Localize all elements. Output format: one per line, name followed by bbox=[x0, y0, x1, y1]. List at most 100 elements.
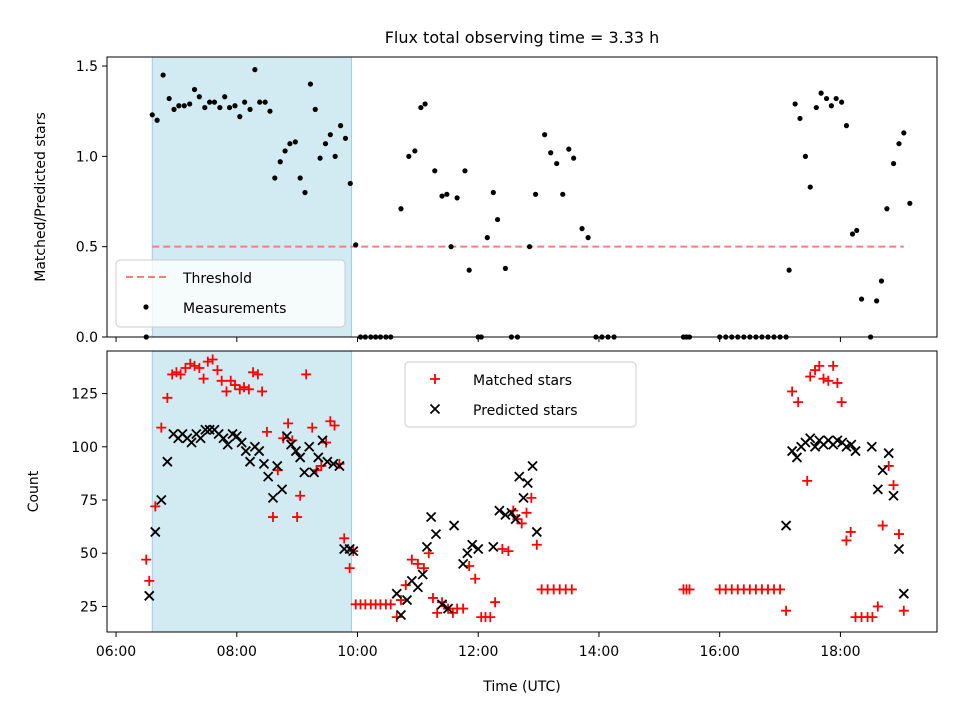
matched-stars-point bbox=[202, 356, 213, 367]
matched-stars-point bbox=[150, 501, 161, 512]
measurement-point bbox=[353, 242, 359, 248]
predicted-stars-point bbox=[231, 431, 242, 442]
measurement-point bbox=[843, 123, 850, 129]
predicted-stars-point bbox=[514, 471, 525, 482]
matched-stars-point bbox=[385, 599, 396, 610]
predicted-stars-point bbox=[805, 433, 816, 444]
predicted-stars-point bbox=[244, 456, 256, 467]
measurement-point bbox=[878, 278, 885, 284]
predicted-stars-point bbox=[488, 541, 499, 552]
y-tick-label: 0.5 bbox=[76, 240, 98, 256]
predicted-stars-point bbox=[156, 494, 167, 506]
measurement-point bbox=[484, 235, 490, 241]
matched-stars-point bbox=[175, 369, 186, 380]
measurement-point bbox=[901, 130, 907, 136]
predicted-stars-point bbox=[348, 545, 359, 557]
measurement-point bbox=[422, 101, 428, 107]
matched-stars-point bbox=[490, 597, 501, 608]
x-tick-label: 12:00 bbox=[458, 644, 498, 660]
predicted-stars-point bbox=[883, 448, 894, 459]
matched-stars-point bbox=[212, 365, 223, 376]
predicted-stars-point bbox=[877, 465, 888, 476]
predicted-stars-point bbox=[285, 439, 297, 450]
measurement-point bbox=[823, 95, 830, 102]
x-tick-label: 18:00 bbox=[820, 644, 860, 660]
predicted-stars-point bbox=[527, 460, 538, 472]
predicted-stars-point bbox=[334, 460, 345, 472]
measurement-point bbox=[217, 104, 223, 111]
matched-stars-point bbox=[497, 543, 508, 554]
predicted-stars-point bbox=[222, 439, 233, 450]
matched-stars-point bbox=[316, 460, 327, 471]
matched-stars-point bbox=[485, 612, 496, 623]
y-tick-label: 1.5 bbox=[76, 59, 98, 75]
series-predicted-stars bbox=[144, 424, 909, 621]
matched-stars-point bbox=[229, 380, 240, 391]
measurement-point bbox=[548, 150, 554, 156]
axes-frame bbox=[106, 350, 938, 633]
measurement-point bbox=[282, 148, 288, 154]
matched-stars-point bbox=[836, 397, 847, 408]
matched-stars-point bbox=[775, 584, 786, 595]
legend: Threshold Measurements bbox=[115, 259, 346, 328]
series-measurements bbox=[143, 67, 913, 340]
predicted-stars-point bbox=[500, 509, 511, 521]
predicted-stars-point bbox=[322, 456, 333, 467]
predicted-stars-point bbox=[272, 460, 283, 472]
predicted-stars-point bbox=[531, 526, 542, 538]
measurement-point bbox=[797, 115, 803, 122]
matched-stars-point bbox=[877, 520, 888, 531]
matched-stars-point bbox=[841, 535, 852, 546]
measurement-point bbox=[211, 99, 218, 105]
measurement-point bbox=[187, 101, 193, 107]
predicted-stars-point bbox=[195, 433, 206, 444]
matched-stars-point bbox=[283, 418, 294, 429]
measurement-point bbox=[585, 235, 591, 241]
measurement-point bbox=[454, 195, 460, 201]
predicted-stars-point bbox=[458, 558, 469, 570]
measurement-point bbox=[554, 160, 560, 167]
matched-stars-point bbox=[189, 360, 200, 371]
matched-stars-point bbox=[156, 422, 167, 433]
measurement-point bbox=[312, 106, 318, 112]
measurement-point bbox=[432, 168, 438, 174]
predicted-stars-point bbox=[295, 452, 306, 463]
predicted-stars-point bbox=[236, 437, 247, 448]
matched-stars-point bbox=[194, 363, 205, 374]
measurement-point bbox=[237, 114, 243, 120]
measurement-point bbox=[854, 227, 860, 234]
matched-stars-point bbox=[180, 363, 191, 374]
measurement-point bbox=[247, 106, 253, 112]
measurement-point bbox=[332, 153, 338, 159]
measurement-point bbox=[154, 117, 160, 123]
predicted-stars-point bbox=[186, 437, 197, 448]
measurement-point bbox=[439, 193, 445, 199]
measurement-point bbox=[849, 231, 856, 237]
matched-stars-point bbox=[278, 433, 289, 444]
matched-stars-point bbox=[872, 601, 883, 612]
predicted-stars-point bbox=[510, 514, 521, 525]
predicted-stars-point bbox=[395, 609, 407, 621]
legend-measurements-label: Measurements bbox=[183, 301, 286, 317]
predicted-stars-point bbox=[893, 543, 905, 555]
measurement-point bbox=[272, 175, 278, 181]
predicted-stars-point bbox=[518, 492, 529, 504]
matched-stars-point bbox=[329, 420, 340, 431]
y-tick-label: 100 bbox=[71, 440, 98, 456]
matched-stars-point bbox=[418, 563, 429, 574]
predicted-stars-point bbox=[898, 588, 909, 599]
matched-stars-point bbox=[295, 490, 306, 501]
predicted-stars-point bbox=[809, 441, 821, 452]
predicted-stars-point bbox=[473, 543, 484, 555]
x-tick-label: 06:00 bbox=[96, 644, 136, 660]
axes-frame bbox=[106, 56, 938, 338]
predicted-stars-point bbox=[200, 424, 211, 435]
measurement-point bbox=[418, 104, 424, 111]
measurement-point bbox=[207, 99, 213, 105]
predicted-stars-point bbox=[317, 435, 328, 446]
measurement-point bbox=[398, 206, 404, 212]
predicted-stars-point bbox=[258, 458, 270, 469]
measurement-point bbox=[571, 155, 577, 161]
measurement-point bbox=[560, 191, 566, 197]
predicted-stars-point bbox=[304, 441, 315, 452]
